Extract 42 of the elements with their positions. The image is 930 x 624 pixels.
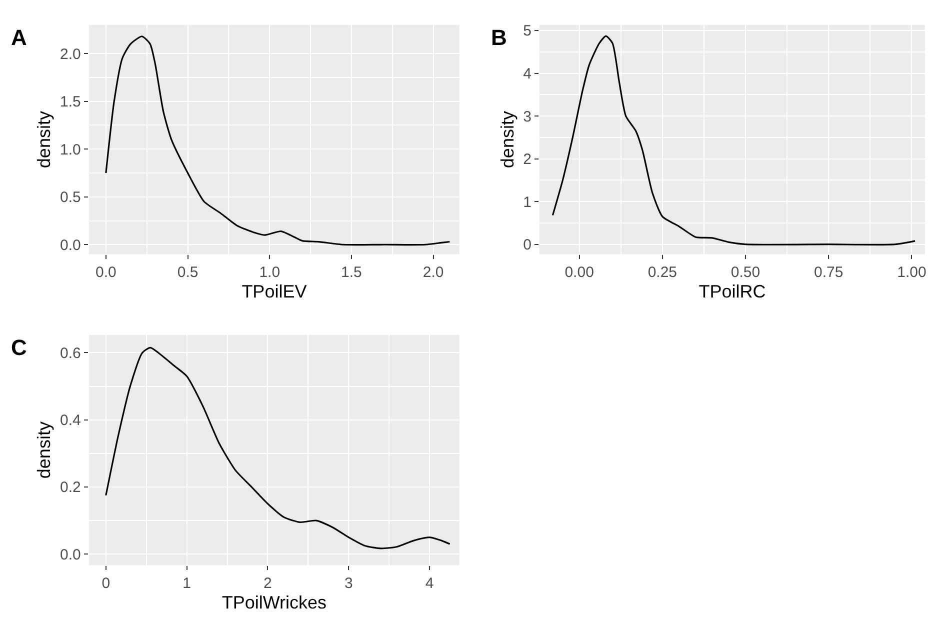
chart-title: C: [11, 335, 27, 360]
y-axis-title: density: [34, 111, 54, 168]
line-series: [105, 346, 451, 550]
x-tick-label: 2: [264, 575, 272, 592]
x-tick-label: 1: [182, 575, 191, 592]
x-tick-label: 4: [425, 575, 434, 592]
x-axis-title: TPoilEV: [242, 281, 307, 302]
y-tick-label: 0.4: [60, 412, 81, 430]
y-axis-title: density: [497, 111, 518, 168]
x-tick-label: 0.25: [648, 264, 678, 282]
x-tick-label: 3: [344, 575, 353, 592]
line-series: [552, 35, 916, 246]
y-tick-label: 2.0: [60, 46, 81, 63]
y-tick-label: 1: [523, 194, 532, 211]
x-tick-label: 2.0: [422, 264, 444, 282]
x-tick-label: 0: [102, 575, 110, 592]
y-tick-label: 0.2: [60, 479, 81, 496]
chart-title: A: [11, 25, 27, 50]
y-tick-label: 0.6: [60, 344, 81, 362]
y-tick-label: 1.0: [60, 141, 81, 158]
x-tick-label: 0.0: [95, 264, 116, 282]
x-tick-label: 1.0: [259, 264, 280, 282]
x-tick-label: 0.75: [814, 264, 844, 282]
chart-title: B: [491, 25, 507, 50]
y-tick-label: 2: [523, 151, 532, 168]
y-tick-label: 0: [523, 236, 532, 254]
line-series: [105, 36, 450, 246]
x-tick-label: 1.00: [897, 264, 926, 282]
x-tick-label: 0.50: [730, 264, 760, 282]
x-tick-label: 1.5: [341, 264, 362, 282]
x-axis-title: TPoilRC: [698, 281, 766, 302]
y-tick-label: 4: [523, 66, 532, 83]
y-axis-title: density: [34, 422, 54, 479]
x-axis-title: TPoilWrickes: [222, 592, 327, 612]
y-tick-label: 3: [523, 108, 532, 126]
y-tick-label: 0.0: [60, 546, 81, 564]
y-tick-label: 5: [523, 22, 532, 40]
y-tick-label: 0.5: [60, 189, 81, 206]
x-tick-label: 0.00: [564, 264, 594, 282]
y-tick-label: 0.0: [60, 236, 81, 254]
x-tick-label: 0.5: [177, 264, 198, 282]
y-tick-label: 1.5: [60, 94, 81, 111]
